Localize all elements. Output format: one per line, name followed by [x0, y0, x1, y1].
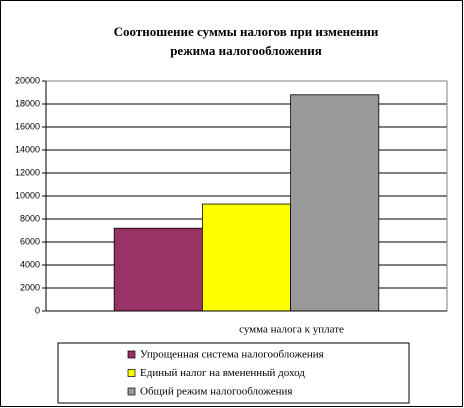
y-tick-label: 20000 [15, 75, 40, 85]
y-tick-label: 16000 [15, 121, 40, 131]
bar [113, 227, 203, 312]
y-tick-label: 4000 [20, 259, 40, 269]
y-tick-label: 2000 [20, 282, 40, 292]
y-tick-label: 18000 [15, 98, 40, 108]
legend-box [57, 342, 410, 404]
bar [290, 94, 380, 312]
legend-swatch [127, 350, 136, 359]
chart-title: режима налогообложения [170, 43, 322, 58]
bar [201, 203, 292, 312]
x-tick-label: сумма налога к уплате [239, 324, 344, 336]
legend-label: Общий режим налогообложения [140, 386, 292, 398]
y-tick-label: 14000 [15, 144, 40, 154]
legend-label: Единый налог на вмененный доход [140, 367, 305, 379]
y-tick-label: 12000 [15, 167, 40, 177]
y-tick-label: 10000 [15, 190, 40, 200]
y-tick-label: 6000 [20, 236, 40, 246]
y-tick-label: 8000 [20, 213, 40, 223]
legend-swatch [127, 387, 136, 396]
chart-title: Соотношение суммы налогов при изменении [114, 24, 379, 39]
legend-swatch [127, 369, 136, 377]
legend-label: Упрощенная система налогообложения [140, 349, 324, 361]
y-tick-label: 0 [35, 305, 40, 315]
